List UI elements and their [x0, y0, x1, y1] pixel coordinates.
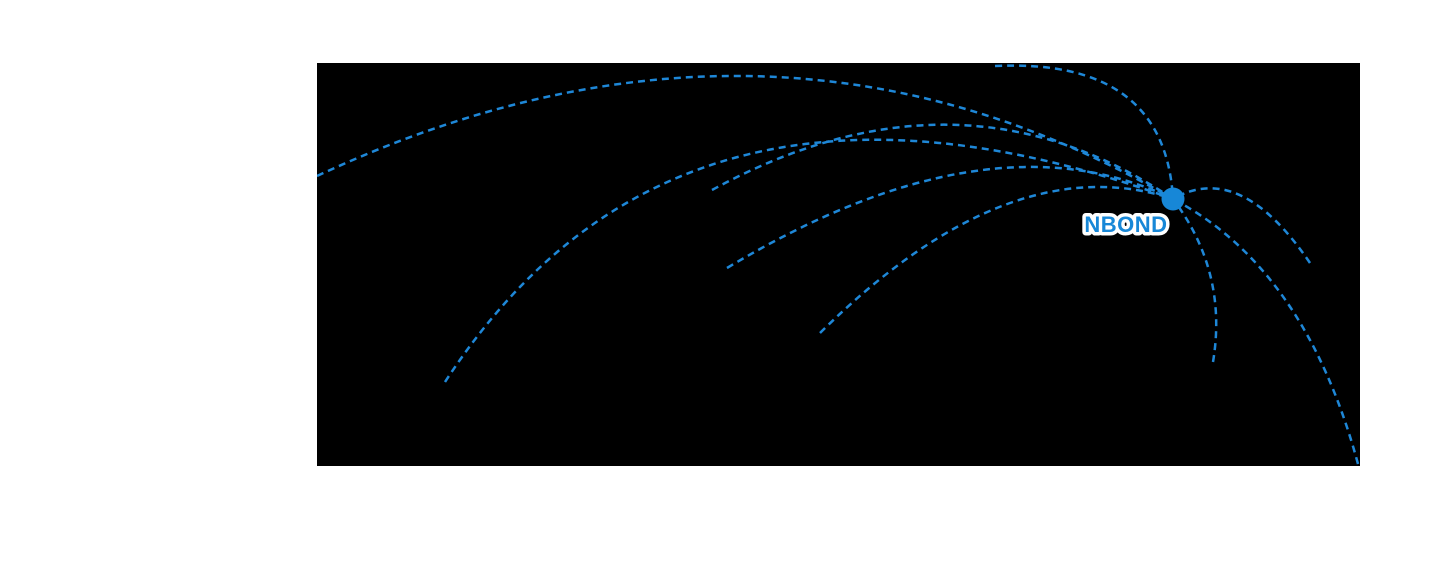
graph-background [317, 63, 1360, 466]
edge-mid-upper [711, 123, 1174, 201]
edge-group [317, 64, 1360, 465]
edge-right-hook [1172, 187, 1312, 264]
edge-top-hook [994, 64, 1175, 200]
edge-bottom-right [1172, 197, 1360, 465]
edge-bottom-mid [819, 185, 1174, 334]
edge-down [1172, 198, 1218, 363]
node-nbond-label: NBOND [1084, 212, 1167, 237]
edge-bottom-left [443, 138, 1174, 383]
node-nbond-circle[interactable] [1161, 187, 1185, 211]
edge-far-left [317, 74, 1174, 201]
